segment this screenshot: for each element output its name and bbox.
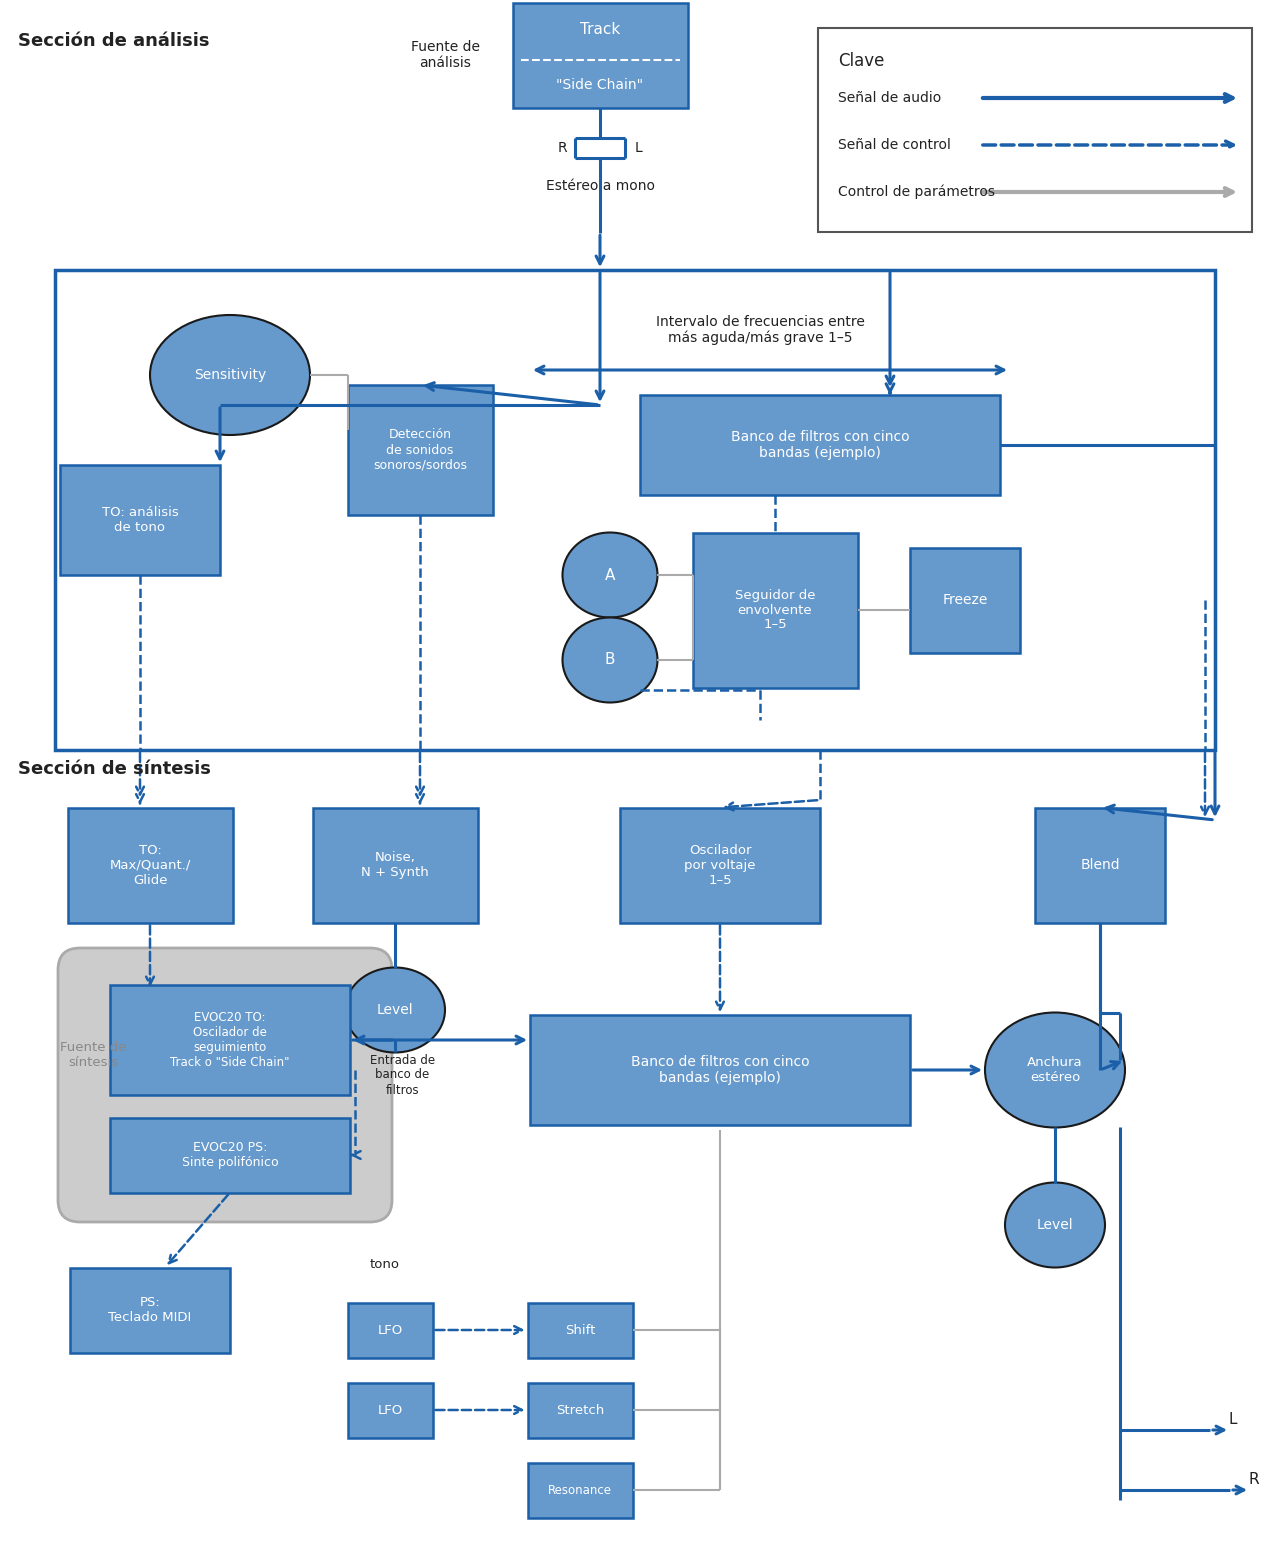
Text: B: B <box>605 653 615 667</box>
Ellipse shape <box>985 1013 1126 1128</box>
Text: Anchura
estéreo: Anchura estéreo <box>1027 1056 1083 1084</box>
Text: Level: Level <box>1037 1218 1073 1231</box>
Text: Track: Track <box>579 23 620 37</box>
FancyBboxPatch shape <box>527 1303 632 1357</box>
Text: Noise,
N + Synth: Noise, N + Synth <box>362 851 429 879</box>
Text: Estéreo a mono: Estéreo a mono <box>546 180 655 194</box>
FancyBboxPatch shape <box>347 385 492 515</box>
FancyBboxPatch shape <box>60 465 221 575</box>
Text: EVOC20 PS:
Sinte polifónico: EVOC20 PS: Sinte polifónico <box>182 1142 278 1169</box>
Text: A: A <box>605 568 615 583</box>
FancyBboxPatch shape <box>110 1118 350 1193</box>
FancyBboxPatch shape <box>692 532 858 687</box>
FancyBboxPatch shape <box>71 1267 229 1352</box>
FancyBboxPatch shape <box>347 1303 432 1357</box>
Text: Sección de análisis: Sección de análisis <box>18 33 209 50</box>
Text: Detección
de sonidos
sonoros/sordos: Detección de sonidos sonoros/sordos <box>373 428 467 472</box>
Text: Entrada de
banco de
filtros: Entrada de banco de filtros <box>370 1053 435 1097</box>
Text: Señal de audio: Señal de audio <box>838 92 941 105</box>
Text: Shift: Shift <box>565 1323 595 1337</box>
Ellipse shape <box>150 315 310 434</box>
Text: Oscilador
por voltaje
1–5: Oscilador por voltaje 1–5 <box>685 844 756 887</box>
FancyBboxPatch shape <box>58 948 392 1222</box>
Text: Clave: Clave <box>838 53 885 70</box>
FancyBboxPatch shape <box>313 808 477 923</box>
FancyBboxPatch shape <box>347 1382 432 1438</box>
FancyBboxPatch shape <box>110 985 350 1095</box>
Text: L: L <box>635 141 642 155</box>
Text: TO: análisis
de tono: TO: análisis de tono <box>101 506 178 534</box>
Text: Blend: Blend <box>1081 858 1119 872</box>
Text: Level: Level <box>377 1003 413 1017</box>
Text: Sensitivity: Sensitivity <box>194 368 267 382</box>
Text: EVOC20 TO:
Oscilador de
seguimiento
Track o "Side Chain": EVOC20 TO: Oscilador de seguimiento Trac… <box>171 1011 290 1069</box>
FancyBboxPatch shape <box>640 396 1000 495</box>
FancyBboxPatch shape <box>910 548 1020 653</box>
Text: Control de parámetros: Control de parámetros <box>838 185 995 199</box>
Ellipse shape <box>563 532 658 617</box>
Text: PS:
Teclado MIDI: PS: Teclado MIDI <box>109 1297 191 1325</box>
FancyBboxPatch shape <box>513 3 687 107</box>
Text: tono: tono <box>370 1258 400 1272</box>
Ellipse shape <box>1005 1182 1105 1267</box>
Text: Stretch: Stretch <box>556 1404 604 1416</box>
Text: Fuente de
síntesis: Fuente de síntesis <box>60 1041 127 1069</box>
Text: TO:
Max/Quant./
Glide: TO: Max/Quant./ Glide <box>109 844 191 887</box>
Ellipse shape <box>563 617 658 703</box>
Text: R: R <box>1247 1472 1259 1487</box>
Text: Resonance: Resonance <box>547 1483 612 1497</box>
Text: Fuente de
análisis: Fuente de análisis <box>412 40 479 70</box>
Text: L: L <box>1228 1413 1237 1427</box>
FancyBboxPatch shape <box>1035 808 1165 923</box>
Text: Seguidor de
envolvente
1–5: Seguidor de envolvente 1–5 <box>735 588 815 631</box>
Text: Sección de síntesis: Sección de síntesis <box>18 760 210 779</box>
Text: Intervalo de frecuencias entre
más aguda/más grave 1–5: Intervalo de frecuencias entre más aguda… <box>655 315 864 346</box>
Text: Freeze: Freeze <box>942 592 987 606</box>
FancyBboxPatch shape <box>818 28 1253 233</box>
Text: "Side Chain": "Side Chain" <box>556 78 644 92</box>
Text: Señal de control: Señal de control <box>838 138 951 152</box>
Text: LFO: LFO <box>377 1404 403 1416</box>
Text: Banco de filtros con cinco
bandas (ejemplo): Banco de filtros con cinco bandas (ejemp… <box>631 1055 809 1086</box>
Text: R: R <box>558 141 567 155</box>
Ellipse shape <box>345 968 445 1053</box>
FancyBboxPatch shape <box>527 1382 632 1438</box>
FancyBboxPatch shape <box>527 1463 632 1517</box>
Text: Banco de filtros con cinco
bandas (ejemplo): Banco de filtros con cinco bandas (ejemp… <box>731 430 909 461</box>
FancyBboxPatch shape <box>529 1014 910 1124</box>
Text: LFO: LFO <box>377 1323 403 1337</box>
FancyBboxPatch shape <box>620 808 820 923</box>
FancyBboxPatch shape <box>68 808 232 923</box>
